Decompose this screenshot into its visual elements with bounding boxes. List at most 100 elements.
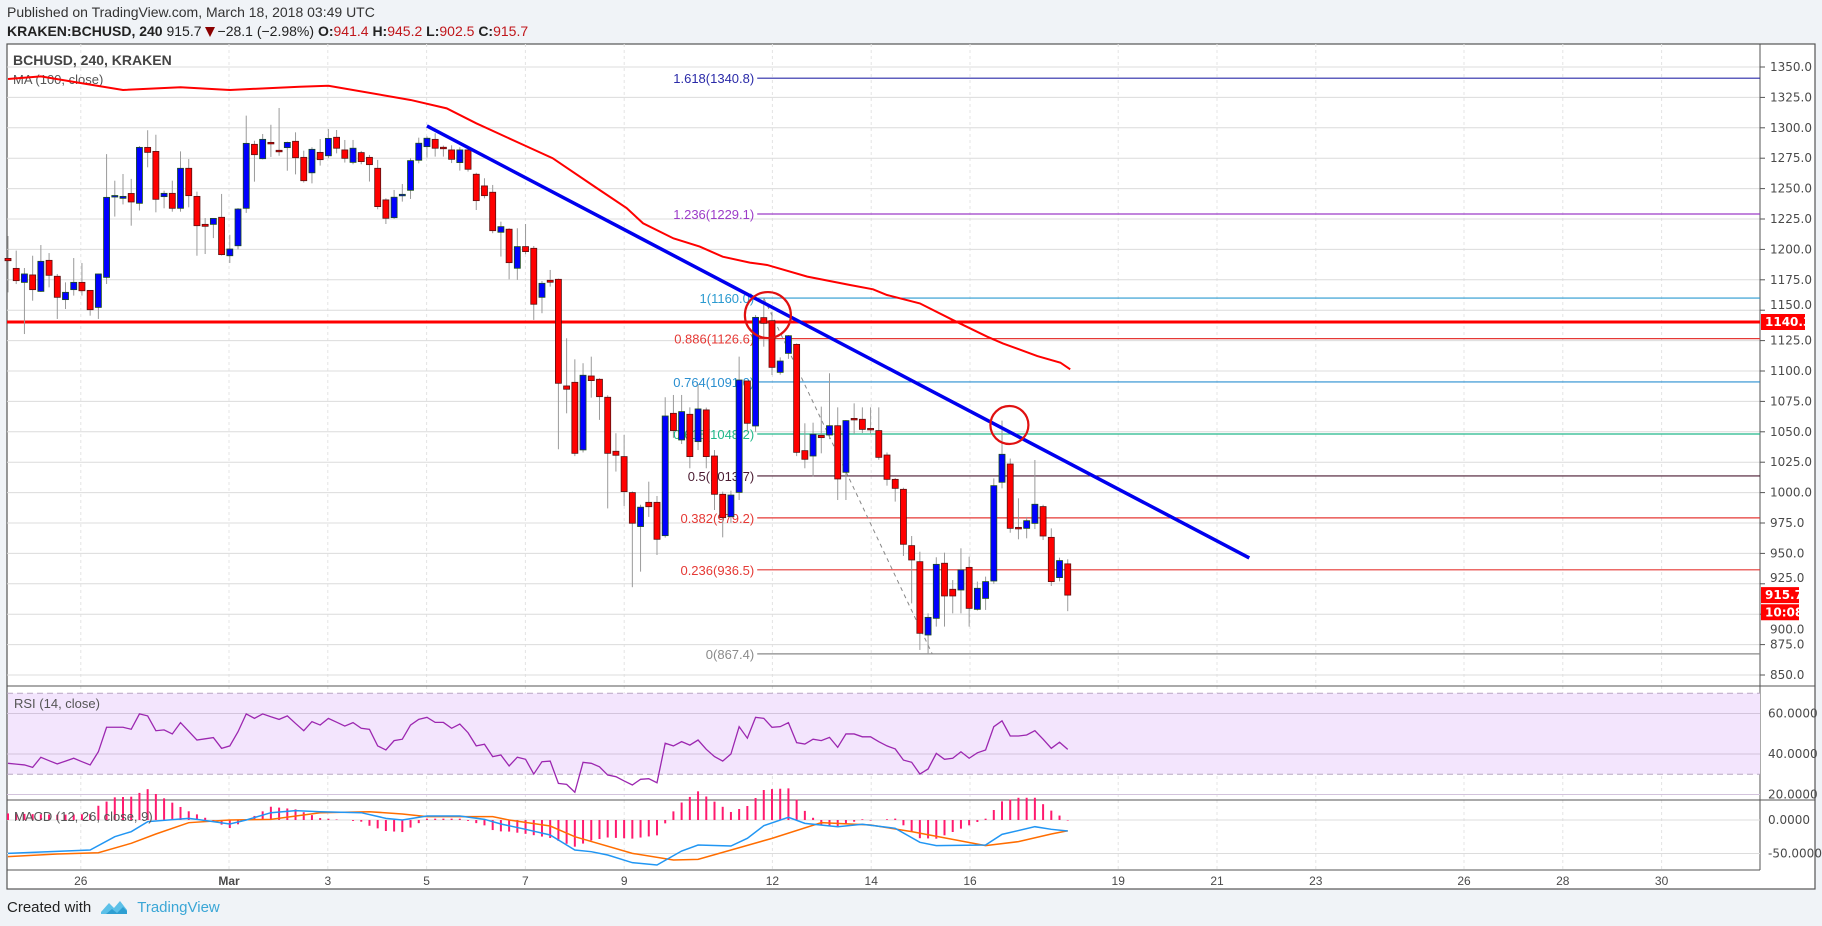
published-line: Published on TradingView.com, March 18, … [7, 4, 375, 20]
price-tick-label: 1200.0 [1770, 242, 1812, 256]
candle-up [103, 196, 110, 278]
price-tick-label: 975.0 [1770, 516, 1804, 530]
price-tick-label: 1250.0 [1770, 182, 1812, 196]
tradingview-link[interactable]: TradingView [137, 898, 220, 916]
candle-down [1006, 463, 1014, 529]
candle-down [711, 455, 718, 495]
candle-up [661, 415, 669, 537]
macd-legend: MACD (12, 26, close, 9) [14, 809, 153, 824]
candle-up [579, 374, 587, 451]
candle-down [374, 167, 382, 207]
x-tick-label: 28 [1556, 874, 1570, 888]
symbol-quote-line: KRAKEN:BCHUSD, 240 915.7 −28.1 (−2.98%) O… [7, 23, 528, 39]
candle-down [341, 149, 349, 159]
price-tick-label: 925.0 [1770, 571, 1804, 585]
candle-down [292, 140, 299, 159]
candle-down [850, 418, 858, 421]
candle-up [727, 494, 735, 518]
candle-down [464, 149, 472, 170]
candle-down [719, 493, 727, 519]
candle-down [596, 378, 603, 398]
candle-up [242, 142, 250, 209]
candle-down [1064, 563, 1072, 596]
price-tick-label: 850.0 [1770, 668, 1804, 682]
fib-level-label: 0.382(979.2) [680, 511, 754, 526]
descending-trendline [426, 124, 1251, 560]
x-tick-label: 30 [1655, 874, 1669, 888]
last-price: 915.7 [166, 23, 202, 39]
candle-down [382, 199, 390, 219]
fib-level-label: 1(1160.0) [700, 291, 755, 306]
candle-down [86, 289, 94, 311]
candle-down [29, 274, 37, 291]
candle-down [1015, 526, 1022, 530]
candle-down [45, 259, 53, 276]
x-tick-label: 19 [1112, 874, 1126, 888]
candle-down [530, 247, 538, 305]
candle-up [234, 208, 242, 247]
candle-up [398, 193, 406, 197]
candle-up [283, 141, 291, 149]
candle-down [702, 409, 710, 458]
candle-up [70, 281, 78, 291]
price-tag-label: 915.7 [1765, 588, 1803, 602]
rsi-tick-label: 40.0000 [1768, 747, 1818, 761]
candle-up [957, 569, 965, 591]
candle-up [407, 160, 414, 191]
open-label: O: [317, 23, 334, 39]
candle-down [144, 146, 152, 153]
x-tick-label: 3 [324, 874, 331, 888]
price-tick-label: 1075.0 [1770, 394, 1812, 408]
candle-down [300, 156, 308, 182]
candle-up [924, 616, 932, 636]
candle-down [653, 501, 661, 540]
price-tick-label: 1275.0 [1770, 151, 1812, 165]
price-tick-label: 1100.0 [1770, 364, 1812, 378]
candle-up [735, 379, 743, 493]
candle-down [686, 413, 694, 458]
candle-down [481, 185, 488, 197]
x-tick-label: 9 [621, 874, 628, 888]
close-label: C: [478, 23, 494, 39]
candle-up [415, 142, 423, 161]
candle-up [932, 563, 940, 619]
fib-level-label: 0.886(1126.6) [674, 332, 754, 347]
fib-level-label: 1.618(1340.8) [673, 71, 754, 86]
low-label: L: [426, 23, 440, 39]
candle-down [670, 412, 677, 431]
candle-down [858, 418, 866, 430]
candle-down [472, 173, 480, 202]
candle-up [998, 453, 1006, 483]
highlight-circle [989, 404, 1030, 446]
candle-up [973, 587, 981, 610]
candle-up [324, 137, 332, 157]
candle-down [505, 228, 513, 264]
macd-tick-label: -50.0000 [1768, 847, 1822, 861]
x-tick-label: 7 [522, 874, 529, 888]
candle-down [4, 257, 12, 262]
candle-down [522, 246, 529, 252]
candle-up [456, 149, 464, 163]
candle-up [119, 195, 127, 199]
candle-down [834, 425, 842, 480]
candle-down [743, 380, 751, 424]
open-value: 941.4 [333, 23, 369, 39]
price-tick-label: 1150.0 [1770, 298, 1812, 312]
price-tick-label: 1225.0 [1770, 212, 1812, 226]
candle-down [78, 281, 86, 292]
candle-down [817, 434, 825, 439]
candle-down [883, 454, 891, 480]
candle-up [62, 291, 69, 301]
x-tick-label: Mar [218, 874, 240, 888]
candle-down [333, 136, 341, 149]
candle-up [308, 148, 316, 174]
x-tick-label: 21 [1210, 874, 1224, 888]
x-tick-label: 26 [74, 874, 88, 888]
candle-down [965, 566, 973, 609]
price-tick-label: 1300.0 [1770, 121, 1812, 135]
candle-down [563, 385, 571, 390]
candle-down [218, 216, 225, 256]
x-tick-label: 16 [963, 874, 977, 888]
candle-up [637, 506, 644, 527]
